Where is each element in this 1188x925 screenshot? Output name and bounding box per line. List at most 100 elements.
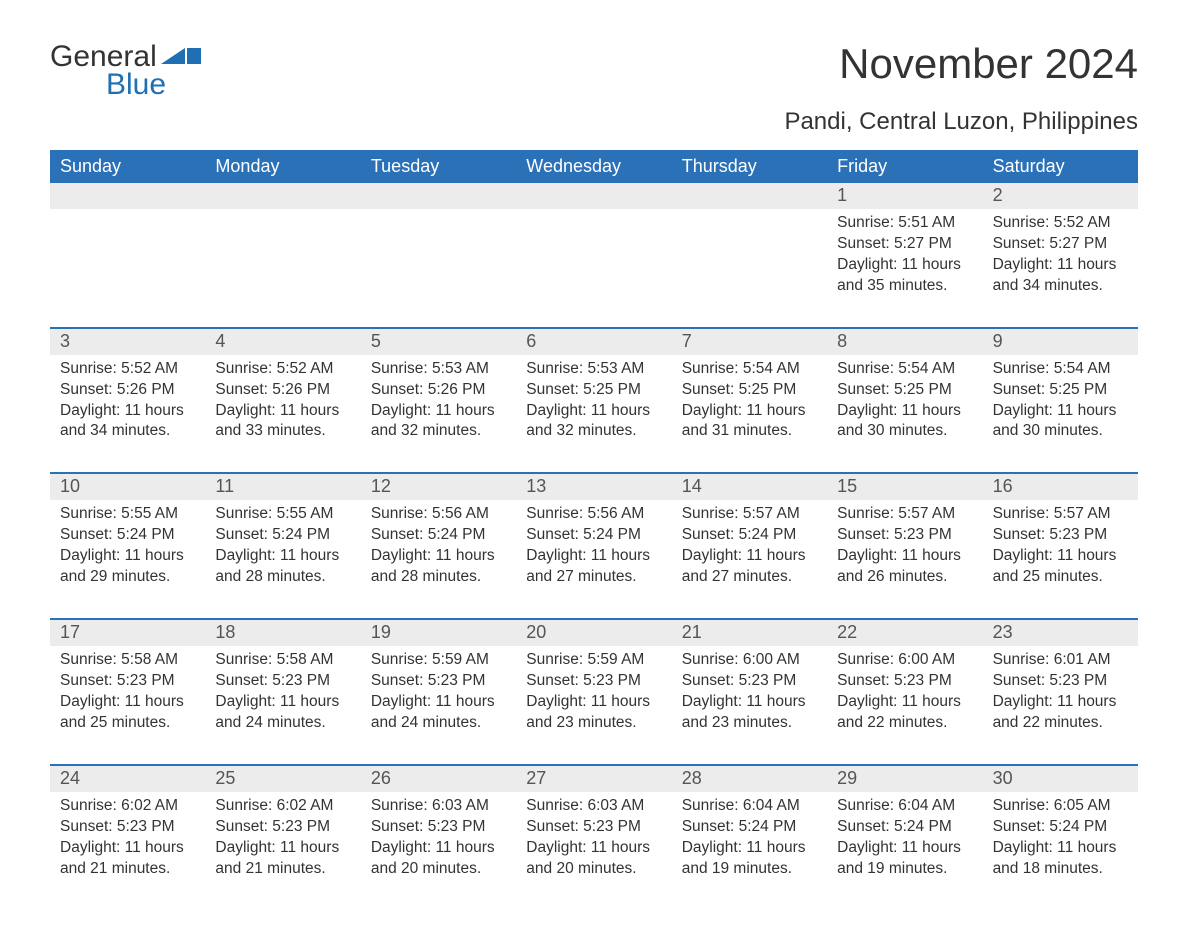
sunrise: Sunrise: 6:01 AM <box>993 650 1128 671</box>
sunrise: Sunrise: 6:00 AM <box>682 650 817 671</box>
sunrise: Sunrise: 5:58 AM <box>215 650 350 671</box>
weekday-tuesday: Tuesday <box>361 150 516 183</box>
weekday-friday: Friday <box>827 150 982 183</box>
sunset: Sunset: 5:24 PM <box>837 817 972 838</box>
day-number: 27 <box>516 766 671 792</box>
daynum-row: 10 11 12 13 14 15 16 <box>50 472 1138 500</box>
day-cell <box>50 209 205 297</box>
day-cell: Sunrise: 5:52 AMSunset: 5:26 PMDaylight:… <box>205 355 360 443</box>
day-number: 26 <box>361 766 516 792</box>
details-row: Sunrise: 5:52 AMSunset: 5:26 PMDaylight:… <box>50 355 1138 473</box>
daylight: Daylight: 11 hours and 23 minutes. <box>682 692 817 734</box>
day-number: 10 <box>50 474 205 500</box>
day-cell: Sunrise: 6:00 AMSunset: 5:23 PMDaylight:… <box>672 646 827 734</box>
day-cell: Sunrise: 5:54 AMSunset: 5:25 PMDaylight:… <box>827 355 982 443</box>
daylight: Daylight: 11 hours and 28 minutes. <box>371 546 506 588</box>
header: General Blue November 2024 <box>50 40 1138 102</box>
day-number: 2 <box>983 183 1138 209</box>
day-cell: Sunrise: 5:53 AMSunset: 5:25 PMDaylight:… <box>516 355 671 443</box>
weekday-sunday: Sunday <box>50 150 205 183</box>
day-cell: Sunrise: 5:52 AM Sunset: 5:27 PM Dayligh… <box>983 209 1138 297</box>
sunrise: Sunrise: 5:54 AM <box>837 359 972 380</box>
day-cell <box>205 209 360 297</box>
sunrise: Sunrise: 5:52 AM <box>60 359 195 380</box>
day-number <box>205 183 360 209</box>
day-number: 12 <box>361 474 516 500</box>
day-number: 1 <box>827 183 982 209</box>
day-cell: Sunrise: 6:04 AMSunset: 5:24 PMDaylight:… <box>672 792 827 880</box>
sunset: Sunset: 5:27 PM <box>837 234 972 255</box>
day-number: 22 <box>827 620 982 646</box>
weekday-wednesday: Wednesday <box>516 150 671 183</box>
daylight: Daylight: 11 hours and 25 minutes. <box>993 546 1128 588</box>
daynum-row: 3 4 5 6 7 8 9 <box>50 327 1138 355</box>
day-cell: Sunrise: 5:55 AMSunset: 5:24 PMDaylight:… <box>50 500 205 588</box>
daylight: Daylight: 11 hours and 26 minutes. <box>837 546 972 588</box>
daylight: Daylight: 11 hours and 34 minutes. <box>993 255 1128 297</box>
sunset: Sunset: 5:24 PM <box>371 525 506 546</box>
sunset: Sunset: 5:23 PM <box>993 671 1128 692</box>
day-cell: Sunrise: 6:02 AMSunset: 5:23 PMDaylight:… <box>50 792 205 880</box>
day-number: 8 <box>827 329 982 355</box>
day-number: 28 <box>672 766 827 792</box>
sunrise: Sunrise: 6:03 AM <box>526 796 661 817</box>
day-cell: Sunrise: 5:57 AMSunset: 5:23 PMDaylight:… <box>983 500 1138 588</box>
daylight: Daylight: 11 hours and 30 minutes. <box>993 401 1128 443</box>
day-cell: Sunrise: 5:57 AMSunset: 5:23 PMDaylight:… <box>827 500 982 588</box>
sunrise: Sunrise: 6:05 AM <box>993 796 1128 817</box>
day-number: 21 <box>672 620 827 646</box>
sunset: Sunset: 5:23 PM <box>526 817 661 838</box>
sunset: Sunset: 5:23 PM <box>682 671 817 692</box>
sunrise: Sunrise: 5:55 AM <box>215 504 350 525</box>
sunset: Sunset: 5:25 PM <box>837 380 972 401</box>
day-cell: Sunrise: 5:58 AMSunset: 5:23 PMDaylight:… <box>50 646 205 734</box>
day-cell: Sunrise: 6:03 AMSunset: 5:23 PMDaylight:… <box>361 792 516 880</box>
day-number: 20 <box>516 620 671 646</box>
day-number: 7 <box>672 329 827 355</box>
day-number <box>50 183 205 209</box>
daynum-row: 17 18 19 20 21 22 23 <box>50 618 1138 646</box>
day-cell: Sunrise: 5:58 AMSunset: 5:23 PMDaylight:… <box>205 646 360 734</box>
weekday-header-row: Sunday Monday Tuesday Wednesday Thursday… <box>50 150 1138 183</box>
details-row: Sunrise: 5:58 AMSunset: 5:23 PMDaylight:… <box>50 646 1138 764</box>
daylight: Daylight: 11 hours and 27 minutes. <box>682 546 817 588</box>
day-number: 24 <box>50 766 205 792</box>
sunset: Sunset: 5:24 PM <box>526 525 661 546</box>
day-number: 3 <box>50 329 205 355</box>
day-number: 5 <box>361 329 516 355</box>
sunset: Sunset: 5:24 PM <box>682 817 817 838</box>
day-number: 9 <box>983 329 1138 355</box>
sunset: Sunset: 5:23 PM <box>215 671 350 692</box>
sunset: Sunset: 5:24 PM <box>993 817 1128 838</box>
sunset: Sunset: 5:23 PM <box>215 817 350 838</box>
daylight: Daylight: 11 hours and 31 minutes. <box>682 401 817 443</box>
sunset: Sunset: 5:26 PM <box>215 380 350 401</box>
day-number: 6 <box>516 329 671 355</box>
day-number: 17 <box>50 620 205 646</box>
day-number <box>672 183 827 209</box>
day-number: 19 <box>361 620 516 646</box>
sunrise: Sunrise: 5:53 AM <box>371 359 506 380</box>
daylight: Daylight: 11 hours and 23 minutes. <box>526 692 661 734</box>
sunset: Sunset: 5:26 PM <box>371 380 506 401</box>
daylight: Daylight: 11 hours and 34 minutes. <box>60 401 195 443</box>
sunset: Sunset: 5:25 PM <box>993 380 1128 401</box>
logo: General Blue <box>50 40 201 102</box>
sunset: Sunset: 5:26 PM <box>60 380 195 401</box>
weekday-thursday: Thursday <box>672 150 827 183</box>
daylight: Daylight: 11 hours and 21 minutes. <box>215 838 350 880</box>
day-cell: Sunrise: 6:05 AMSunset: 5:24 PMDaylight:… <box>983 792 1138 880</box>
daylight: Daylight: 11 hours and 18 minutes. <box>993 838 1128 880</box>
sunrise: Sunrise: 6:03 AM <box>371 796 506 817</box>
sunrise: Sunrise: 5:56 AM <box>526 504 661 525</box>
day-number <box>516 183 671 209</box>
logo-text-blue: Blue <box>106 68 166 102</box>
sunset: Sunset: 5:27 PM <box>993 234 1128 255</box>
location: Pandi, Central Luzon, Philippines <box>50 108 1138 136</box>
day-cell <box>672 209 827 297</box>
daylight: Daylight: 11 hours and 32 minutes. <box>371 401 506 443</box>
sunset: Sunset: 5:25 PM <box>526 380 661 401</box>
day-number: 15 <box>827 474 982 500</box>
sunrise: Sunrise: 5:52 AM <box>993 213 1128 234</box>
month-title: November 2024 <box>839 40 1138 88</box>
